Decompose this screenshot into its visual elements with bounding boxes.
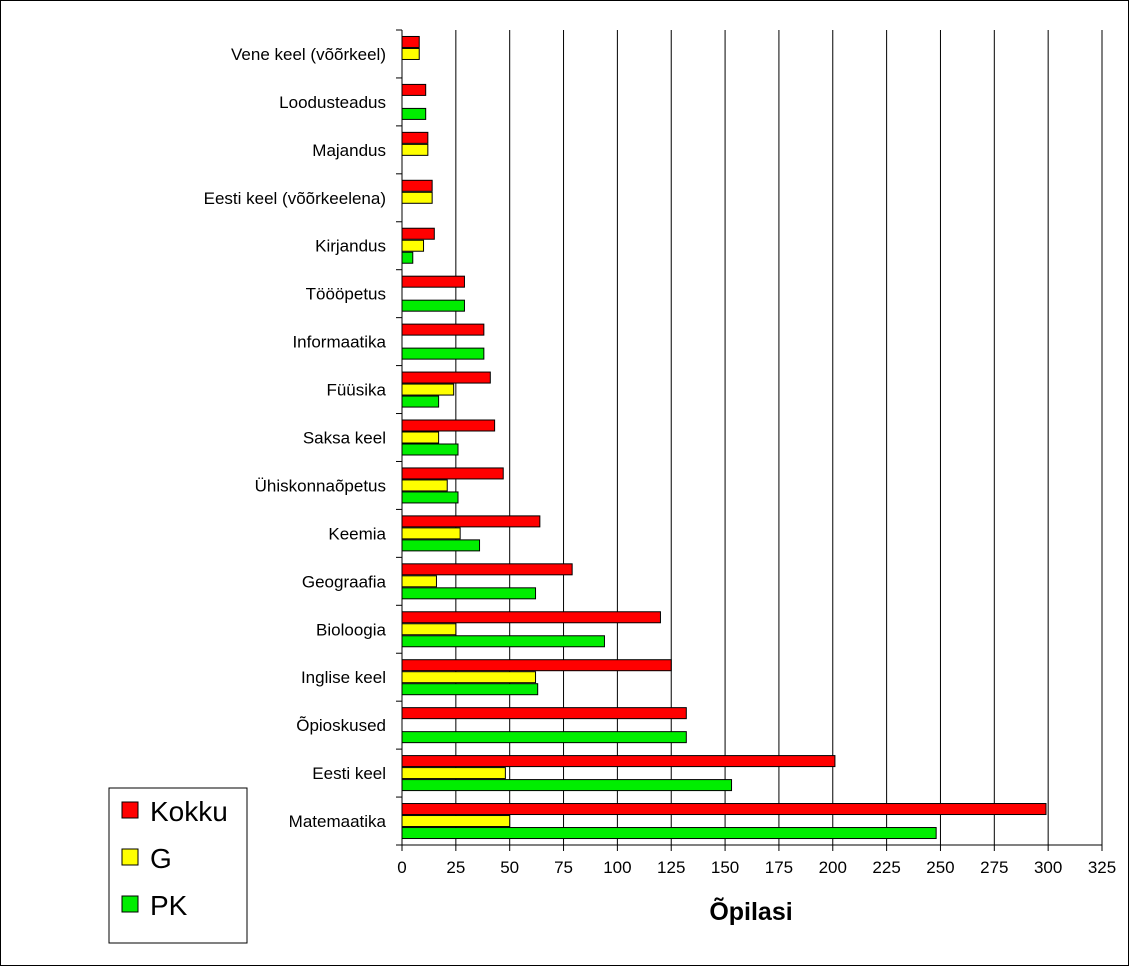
bar-g — [401, 575, 437, 588]
x-tick-label: 175 — [765, 858, 793, 877]
x-tick-label: 250 — [926, 858, 954, 877]
x-tick-label: 0 — [397, 858, 406, 877]
bar-g — [401, 143, 429, 156]
bar-pk — [401, 395, 440, 408]
category-label: Eesti keel (võõrkeelena) — [204, 189, 386, 208]
category-label: Bioloogia — [316, 620, 386, 639]
legend-swatch-kokku — [121, 801, 139, 819]
bar-g — [401, 527, 461, 540]
bar-kokku — [401, 275, 465, 288]
x-tick-label: 225 — [872, 858, 900, 877]
bar-kokku — [401, 83, 427, 96]
x-tick-label: 100 — [603, 858, 631, 877]
bar-pk — [401, 683, 539, 696]
category-label: Ühiskonnaõpetus — [255, 476, 386, 495]
bar-g — [401, 767, 506, 780]
category-label: Informaatika — [292, 333, 386, 352]
category-label: Saksa keel — [303, 429, 386, 448]
category-label: Füüsika — [326, 381, 386, 400]
x-tick-label: 25 — [446, 858, 465, 877]
bar-kokku — [401, 659, 672, 672]
bar-g — [401, 47, 420, 60]
category-label: Kirjandus — [315, 237, 386, 256]
bar-pk — [401, 827, 937, 840]
x-tick-label: 75 — [554, 858, 573, 877]
category-label: Geograafia — [302, 572, 387, 591]
bar-pk — [401, 107, 427, 120]
bar-kokku — [401, 35, 420, 48]
bar-pk — [401, 539, 481, 552]
bar-pk — [401, 347, 485, 360]
bar-g — [401, 671, 537, 684]
x-tick-labels: 0 25 50 75 100 125 150 175 200 225 250 275 300 325 — [397, 858, 1116, 877]
bar-g — [401, 479, 448, 492]
legend-swatch-g — [121, 848, 139, 866]
gridlines — [455, 30, 1103, 845]
category-label: Loodusteadus — [279, 93, 386, 112]
bar-g — [401, 239, 425, 252]
bar-g — [401, 191, 433, 204]
bar-kokku — [401, 467, 504, 480]
bar-kokku — [401, 419, 496, 432]
category-label: Matemaatika — [289, 812, 387, 831]
bar-kokku — [401, 323, 485, 336]
x-tick-label: 150 — [711, 858, 739, 877]
bar-kokku — [401, 707, 687, 720]
bar-pk — [401, 587, 537, 600]
category-label: Vene keel (võõrkeel) — [231, 45, 386, 64]
bar-kokku — [401, 131, 429, 144]
x-axis-title: Õpilasi — [709, 896, 792, 926]
bar-g — [401, 383, 455, 396]
bar-kokku — [401, 227, 435, 240]
bar-kokku — [401, 611, 661, 624]
bar-pk — [401, 251, 414, 264]
bar-kokku — [401, 563, 573, 576]
bar-pk — [401, 443, 459, 456]
legend-swatch-pk — [121, 895, 139, 913]
legend-label: Kokku — [150, 796, 228, 827]
category-label: Eesti keel — [312, 764, 386, 783]
category-label: Keemia — [328, 524, 386, 543]
bar-kokku — [401, 755, 836, 768]
x-tick-label: 325 — [1088, 858, 1116, 877]
bar-kokku — [401, 179, 433, 192]
bar-g — [401, 623, 457, 636]
bar-pk — [401, 731, 687, 744]
x-tick-label: 125 — [657, 858, 685, 877]
bar-kokku — [401, 515, 541, 528]
bar-g — [401, 815, 511, 828]
category-label: Õpioskused — [296, 716, 386, 735]
x-tick-label: 300 — [1034, 858, 1062, 877]
legend-label: G — [150, 843, 172, 874]
bar-pk — [401, 299, 465, 312]
category-label: Inglise keel — [301, 668, 386, 687]
x-tick-label: 275 — [980, 858, 1008, 877]
bar-pk — [401, 635, 605, 648]
legend: Kokku G PK — [108, 787, 248, 944]
legend-label: PK — [150, 890, 188, 921]
bars — [401, 35, 1047, 840]
bar-pk — [401, 779, 733, 792]
bar-g — [401, 431, 440, 444]
axes — [396, 29, 1103, 851]
x-tick-label: 200 — [819, 858, 847, 877]
bar-kokku — [401, 371, 491, 384]
category-labels: Vene keel (võõrkeel) Loodusteadus Majandus… — [204, 45, 387, 831]
category-label: Majandus — [312, 141, 386, 160]
category-label: Töööpetus — [306, 285, 386, 304]
bar-kokku — [401, 803, 1047, 816]
bar-pk — [401, 491, 459, 504]
x-tick-label: 50 — [500, 858, 519, 877]
